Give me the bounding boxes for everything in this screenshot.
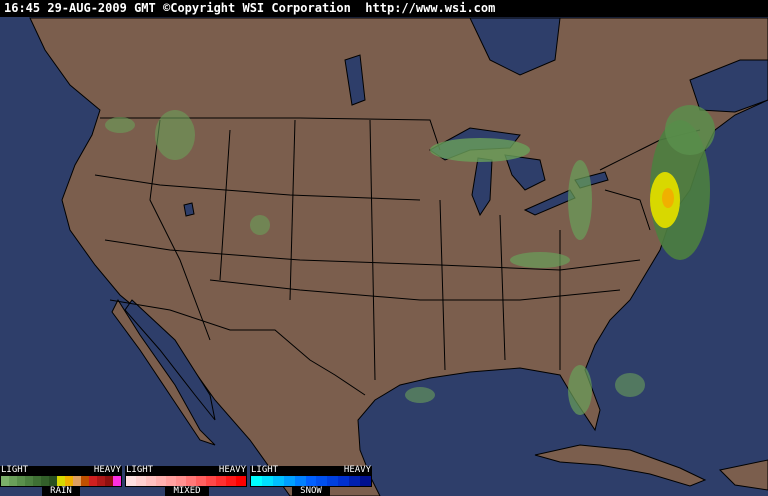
legend-swatch xyxy=(196,476,206,486)
legend-light-label: LIGHT xyxy=(1,465,29,475)
legend-light-label: LIGHT xyxy=(251,465,279,475)
legend-mixed: LIGHT HEAVY MIXED xyxy=(125,465,247,496)
legend-swatch xyxy=(146,476,156,486)
lake-winnipeg xyxy=(344,54,366,106)
rain-echo xyxy=(105,117,135,133)
legend-swatch xyxy=(105,476,113,486)
great-salt-lake xyxy=(183,202,195,217)
state-lines xyxy=(439,199,446,371)
land xyxy=(29,17,768,496)
legend-swatch xyxy=(305,476,317,486)
legend-swatch xyxy=(156,476,166,486)
baja-california xyxy=(111,298,216,446)
legend-swatch xyxy=(294,476,306,486)
legend-color-bar xyxy=(250,475,372,487)
legend-light-label: LIGHT xyxy=(126,465,154,475)
state-lines xyxy=(604,189,651,231)
legend-rain: LIGHT HEAVY RAIN xyxy=(0,465,122,496)
hispaniola xyxy=(718,459,768,491)
legend-swatch xyxy=(176,476,186,486)
cuba xyxy=(534,444,707,487)
source-url[interactable]: http://www.wsi.com xyxy=(365,1,496,15)
legend-swatch xyxy=(81,476,89,486)
legend-swatch xyxy=(73,476,81,486)
hudson-bay-area xyxy=(469,17,561,76)
legend-swatch xyxy=(41,476,49,486)
political-borders xyxy=(94,117,701,396)
state-lines xyxy=(499,214,506,361)
legend-swatch xyxy=(89,476,97,486)
legend-swatch xyxy=(261,476,273,486)
legend-swatch xyxy=(166,476,176,486)
gulf-of-california xyxy=(124,299,216,421)
legend-swatch xyxy=(97,476,105,486)
legend-swatch xyxy=(57,476,65,486)
legend-color-bar xyxy=(125,475,247,487)
legend-snow: LIGHT HEAVY SNOW xyxy=(250,465,372,496)
rain-echo xyxy=(665,105,715,155)
rain-echo xyxy=(250,215,270,235)
legend-swatch xyxy=(33,476,41,486)
legend-swatch xyxy=(216,476,226,486)
radar-echoes xyxy=(105,105,715,415)
legend-name: MIXED xyxy=(165,487,209,496)
legend-name: SNOW xyxy=(292,487,330,496)
legend-swatch xyxy=(283,476,295,486)
legend-swatch xyxy=(327,476,339,486)
timezone: GMT xyxy=(134,1,156,15)
rain-echo xyxy=(510,252,570,268)
legend-swatch xyxy=(17,476,25,486)
legend-swatch xyxy=(338,476,350,486)
rain-echo xyxy=(662,188,674,208)
legend-swatch xyxy=(65,476,73,486)
legend-swatch xyxy=(49,476,57,486)
legend-swatch xyxy=(360,476,371,486)
legend-color-bar xyxy=(0,475,122,487)
lake-huron xyxy=(504,154,546,191)
legend-swatch xyxy=(126,476,136,486)
legend-swatch xyxy=(136,476,146,486)
state-lines xyxy=(104,239,641,271)
legend-heavy-label: HEAVY xyxy=(93,465,121,475)
legend-heavy-label: HEAVY xyxy=(343,465,371,475)
us-canada-border xyxy=(100,117,441,151)
copyright: ©Copyright WSI Corporation xyxy=(163,1,351,15)
legend-swatch xyxy=(251,476,262,486)
rain-echo xyxy=(405,387,435,403)
rain-echo xyxy=(430,138,530,162)
legend-swatch xyxy=(113,476,121,486)
rain-echo xyxy=(155,110,195,160)
state-lines xyxy=(219,129,231,281)
legend-swatch xyxy=(25,476,33,486)
rain-echo xyxy=(568,365,592,415)
legend-swatch xyxy=(272,476,284,486)
legend-swatch xyxy=(9,476,17,486)
rain-echo xyxy=(568,160,592,240)
legend-swatch xyxy=(186,476,196,486)
timestamp-time: 16:45 xyxy=(4,1,41,15)
state-lines xyxy=(209,279,621,301)
rain-echo xyxy=(615,373,645,397)
legend-swatch xyxy=(349,476,361,486)
legend-heavy-label: HEAVY xyxy=(218,465,246,475)
legend-name: RAIN xyxy=(42,487,80,496)
timestamp-date: 29-AUG-2009 xyxy=(47,1,127,15)
legend-swatch xyxy=(226,476,236,486)
legend-swatch xyxy=(1,476,9,486)
legend-swatch xyxy=(316,476,328,486)
us-mexico-border xyxy=(109,299,366,396)
map-header: 16:45 29-AUG-2009 GMT ©Copyright WSI Cor… xyxy=(0,0,768,17)
state-lines xyxy=(149,119,211,341)
north-america-landmass xyxy=(29,17,768,496)
state-lines xyxy=(369,119,376,381)
legend-swatch xyxy=(206,476,216,486)
state-lines xyxy=(94,174,421,201)
state-lines xyxy=(289,119,296,301)
legend-swatch xyxy=(236,476,246,486)
